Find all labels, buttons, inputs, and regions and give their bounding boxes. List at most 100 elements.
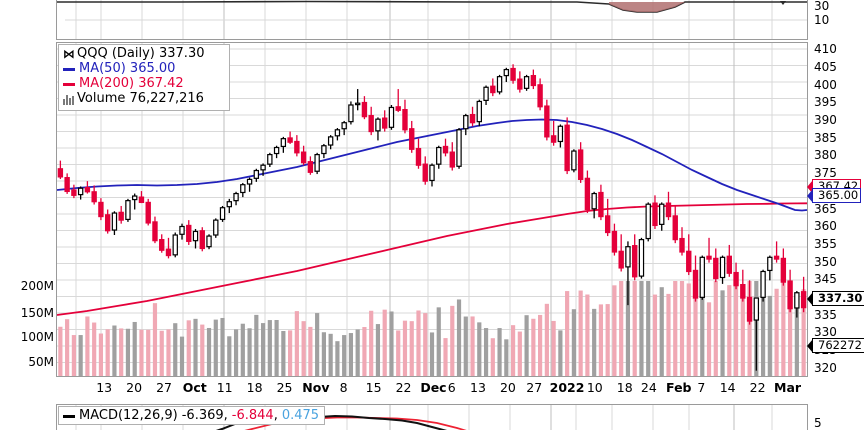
price-y-label-405: 405 xyxy=(814,59,837,74)
candle-body xyxy=(773,255,780,260)
candle-body xyxy=(787,280,793,310)
candle-body xyxy=(699,256,705,298)
price-y-label-350: 350 xyxy=(814,254,837,269)
candle-body xyxy=(294,140,300,154)
volume-bar xyxy=(625,281,631,376)
top-indicator-fill xyxy=(609,2,685,12)
volume-bar xyxy=(598,304,604,376)
candle-body xyxy=(118,211,124,221)
x-axis-tick-11: Dec xyxy=(420,380,447,395)
volume-bar xyxy=(470,316,475,376)
volume-bar xyxy=(538,314,543,376)
volume-bar xyxy=(260,323,266,376)
volume-y-label-150m: 150M xyxy=(20,306,54,320)
x-axis-tick-14: 20 xyxy=(499,380,516,395)
price-y-label-410: 410 xyxy=(814,42,837,57)
volume-bar xyxy=(463,316,468,376)
candle-body xyxy=(463,115,469,130)
price-y-label-345: 345 xyxy=(814,272,837,287)
x-axis-tick-8: 8 xyxy=(339,380,348,395)
x-axis-tick-12: 6 xyxy=(447,380,456,395)
x-axis-tick-18: 18 xyxy=(616,380,633,395)
volume-bar xyxy=(544,303,549,376)
volume-bar xyxy=(206,327,212,376)
legend-row-volume: Volume 76,227,216 xyxy=(63,92,223,107)
x-axis-tick-2: 27 xyxy=(156,380,172,395)
volume-bar xyxy=(119,328,124,376)
candle-body xyxy=(213,219,219,236)
candle-body xyxy=(64,177,70,193)
volume-bar xyxy=(801,289,806,376)
volume-bar xyxy=(612,285,617,376)
candle-body xyxy=(767,256,773,272)
macd-value-signal: -6.844 xyxy=(231,407,274,423)
macd-value-hist: 0.475 xyxy=(281,407,320,423)
legend-ma50-label: MA(50) 365.00 xyxy=(79,61,176,77)
volume-bar xyxy=(531,318,536,376)
volume-bar xyxy=(321,332,326,376)
ma200-line xyxy=(57,202,807,316)
x-axis-tick-22: 14 xyxy=(719,380,736,395)
x-axis-tick-9: 15 xyxy=(365,380,382,395)
x-axis-tick-5: 18 xyxy=(246,380,263,395)
volume-bar xyxy=(355,329,360,376)
volume-bar xyxy=(254,314,259,376)
volume-bar xyxy=(233,329,239,376)
candle-body xyxy=(382,117,388,129)
top-panel-y-label-10: 10 xyxy=(814,13,830,27)
ticker-icon: ⋈ xyxy=(63,47,75,62)
volume-bar xyxy=(308,326,313,376)
volume-value-flag: 762272 xyxy=(807,338,864,353)
volume-bar xyxy=(362,327,367,376)
volume-bar xyxy=(565,291,570,376)
candle-body xyxy=(584,177,591,211)
macd-label: MACD(12,26,9) xyxy=(79,407,178,423)
candle-body xyxy=(361,101,368,118)
candle-body xyxy=(240,184,246,194)
candle-body xyxy=(686,250,692,273)
volume-bar xyxy=(139,329,144,376)
candle-body xyxy=(442,145,449,154)
candle-body xyxy=(436,146,442,165)
x-axis-tick-3: Oct xyxy=(182,380,207,395)
volume-bar xyxy=(679,281,685,376)
volume-bar xyxy=(409,321,414,376)
x-axis-tick-23: 22 xyxy=(749,380,766,395)
candle-body xyxy=(645,203,651,240)
macd-sep-1: , xyxy=(223,407,228,423)
volume-bar xyxy=(781,281,786,376)
x-axis-tick-1: 20 xyxy=(126,380,143,395)
volume-bar xyxy=(301,321,306,376)
candle-body xyxy=(111,212,118,231)
volume-bar xyxy=(747,281,752,376)
volume-y-label-200m: 200M xyxy=(20,279,54,293)
price-y-label-395: 395 xyxy=(814,95,837,110)
candle-body xyxy=(395,106,401,111)
candle-body xyxy=(719,256,726,279)
candle-body xyxy=(665,202,672,218)
candle-body xyxy=(186,224,192,242)
candle-body xyxy=(138,196,145,204)
legend-volume-label: Volume 76,227,216 xyxy=(77,91,204,107)
legend-ma200-label: MA(200) 367.42 xyxy=(79,76,184,92)
candle-body xyxy=(652,202,658,227)
candle-body xyxy=(145,201,151,224)
candle-body xyxy=(287,137,293,143)
volume-bar xyxy=(173,323,178,376)
candle-body xyxy=(429,164,435,182)
candle-body xyxy=(300,151,307,164)
candle-body xyxy=(388,106,395,128)
candle-body xyxy=(375,118,381,132)
price-y-label-335: 335 xyxy=(814,307,837,322)
volume-bar xyxy=(517,331,522,376)
candle-body xyxy=(219,207,226,221)
volume-bar xyxy=(774,288,779,376)
legend-row-macd: MACD(12,26,9) -6.369 , -6.844 , 0.475 xyxy=(63,408,319,424)
candle-body xyxy=(591,192,597,210)
volume-bar xyxy=(490,338,495,376)
price-plot xyxy=(57,43,807,376)
volume-bar xyxy=(639,281,644,376)
volume-bar xyxy=(186,320,191,376)
volume-bar xyxy=(125,328,131,376)
candle-body xyxy=(760,270,766,298)
